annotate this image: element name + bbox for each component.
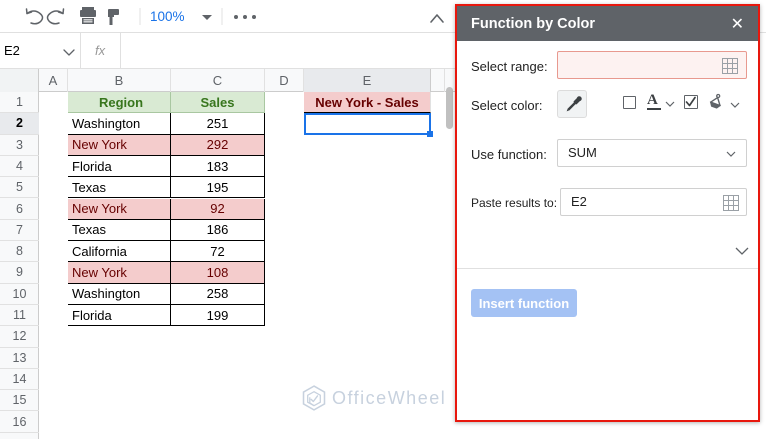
svg-text:100%: 100% <box>150 9 185 24</box>
